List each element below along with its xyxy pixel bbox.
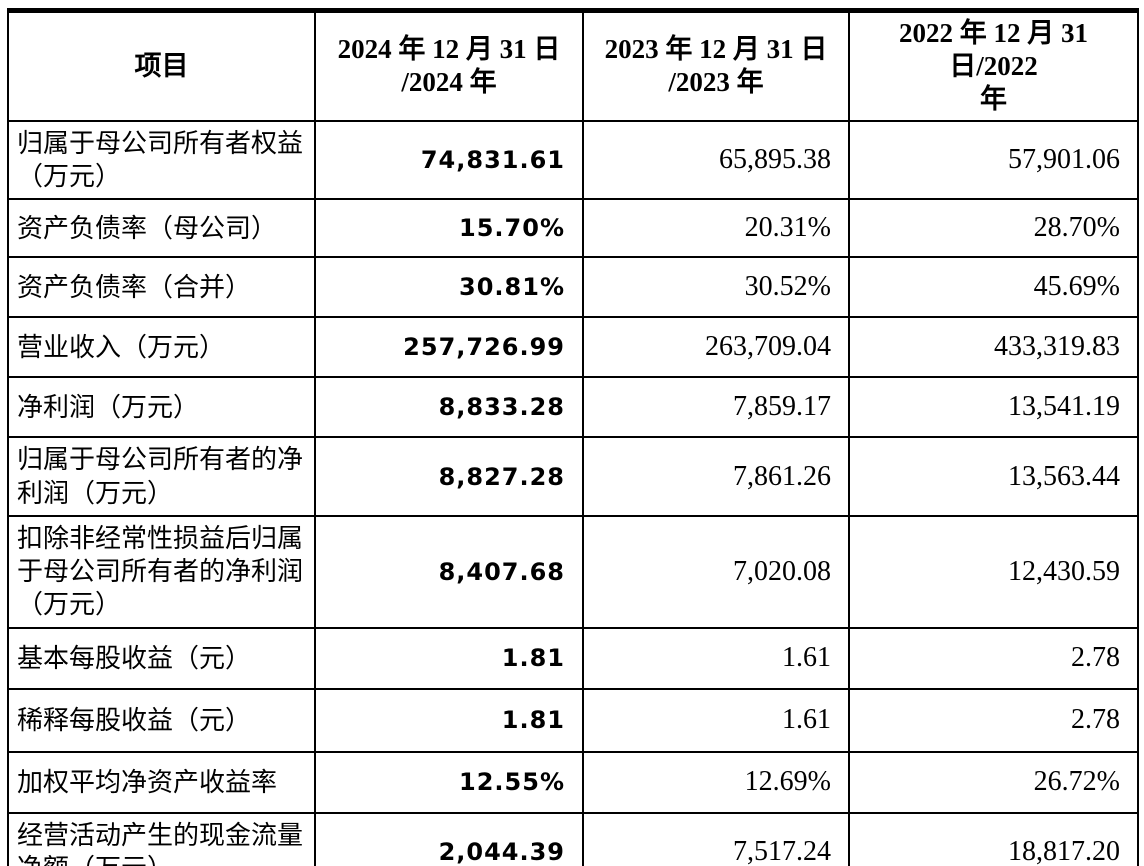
value-2022: 2.78 bbox=[848, 626, 1139, 690]
value-2022: 28.70% bbox=[848, 198, 1139, 259]
value-2023: 7,020.08 bbox=[582, 514, 850, 629]
metric-label: 营业收入（万元） bbox=[7, 316, 316, 379]
value-2024: 257,726.99 bbox=[314, 316, 584, 379]
value-2023: 20.31% bbox=[582, 198, 850, 259]
value-2024: 1.81 bbox=[314, 626, 584, 690]
value-2022: 57,901.06 bbox=[848, 119, 1139, 201]
value-2024: 1.81 bbox=[314, 687, 584, 753]
value-2022: 2.78 bbox=[848, 687, 1139, 753]
value-2022: 45.69% bbox=[848, 256, 1139, 319]
column-header-2022: 2022 年 12 月 31 日/2022 年 bbox=[848, 9, 1139, 122]
table-row: 营业收入（万元） 257,726.99 263,709.04 433,319.8… bbox=[7, 316, 1139, 379]
metric-label: 稀释每股收益（元） bbox=[7, 687, 316, 753]
value-2023: 7,861.26 bbox=[582, 436, 850, 517]
value-2024: 8,407.68 bbox=[314, 514, 584, 629]
value-2024: 2,044.39 bbox=[314, 811, 584, 866]
column-header-2024: 2024 年 12 月 31 日 /2024 年 bbox=[314, 9, 584, 122]
value-2023: 1.61 bbox=[582, 626, 850, 690]
value-2022: 433,319.83 bbox=[848, 316, 1139, 379]
value-2023: 1.61 bbox=[582, 687, 850, 753]
metric-label: 加权平均净资产收益率 bbox=[7, 750, 316, 814]
column-header-item: 项目 bbox=[7, 9, 316, 122]
value-2022: 13,563.44 bbox=[848, 436, 1139, 517]
value-2022: 18,817.20 bbox=[848, 811, 1139, 866]
value-2024: 8,827.28 bbox=[314, 436, 584, 517]
table-header-row: 项目 2024 年 12 月 31 日 /2024 年 2023 年 12 月 … bbox=[7, 9, 1139, 122]
metric-label: 基本每股收益（元） bbox=[7, 626, 316, 690]
metric-label: 扣除非经常性损益后归属于母公司所有者的净利润（万元） bbox=[7, 514, 316, 629]
value-2023: 7,517.24 bbox=[582, 811, 850, 866]
table-row: 经营活动产生的现金流量净额（万元） 2,044.39 7,517.24 18,8… bbox=[7, 811, 1139, 866]
value-2023: 30.52% bbox=[582, 256, 850, 319]
value-2024: 15.70% bbox=[314, 198, 584, 259]
metric-label: 净利润（万元） bbox=[7, 376, 316, 439]
value-2023: 12.69% bbox=[582, 750, 850, 814]
financial-summary-table: 项目 2024 年 12 月 31 日 /2024 年 2023 年 12 月 … bbox=[7, 8, 1139, 866]
metric-label: 经营活动产生的现金流量净额（万元） bbox=[7, 811, 316, 866]
table-row: 净利润（万元） 8,833.28 7,859.17 13,541.19 bbox=[7, 376, 1139, 439]
value-2024: 12.55% bbox=[314, 750, 584, 814]
value-2023: 263,709.04 bbox=[582, 316, 850, 379]
metric-label: 归属于母公司所有者的净利润（万元） bbox=[7, 436, 316, 517]
table-row: 资产负债率（母公司） 15.70% 20.31% 28.70% bbox=[7, 198, 1139, 259]
table-row: 基本每股收益（元） 1.81 1.61 2.78 bbox=[7, 626, 1139, 690]
metric-label: 归属于母公司所有者权益（万元） bbox=[7, 119, 316, 201]
value-2023: 65,895.38 bbox=[582, 119, 850, 201]
table-row: 资产负债率（合并） 30.81% 30.52% 45.69% bbox=[7, 256, 1139, 319]
table-row: 稀释每股收益（元） 1.81 1.61 2.78 bbox=[7, 687, 1139, 753]
value-2022: 12,430.59 bbox=[848, 514, 1139, 629]
table-row: 归属于母公司所有者权益（万元） 74,831.61 65,895.38 57,9… bbox=[7, 119, 1139, 201]
metric-label: 资产负债率（合并） bbox=[7, 256, 316, 319]
value-2024: 30.81% bbox=[314, 256, 584, 319]
metric-label: 资产负债率（母公司） bbox=[7, 198, 316, 259]
table-row: 扣除非经常性损益后归属于母公司所有者的净利润（万元） 8,407.68 7,02… bbox=[7, 514, 1139, 629]
value-2022: 13,541.19 bbox=[848, 376, 1139, 439]
column-header-2023: 2023 年 12 月 31 日 /2023 年 bbox=[582, 9, 850, 122]
table-row: 归属于母公司所有者的净利润（万元） 8,827.28 7,861.26 13,5… bbox=[7, 436, 1139, 517]
value-2024: 8,833.28 bbox=[314, 376, 584, 439]
value-2024: 74,831.61 bbox=[314, 119, 584, 201]
value-2022: 26.72% bbox=[848, 750, 1139, 814]
table-row: 加权平均净资产收益率 12.55% 12.69% 26.72% bbox=[7, 750, 1139, 814]
value-2023: 7,859.17 bbox=[582, 376, 850, 439]
